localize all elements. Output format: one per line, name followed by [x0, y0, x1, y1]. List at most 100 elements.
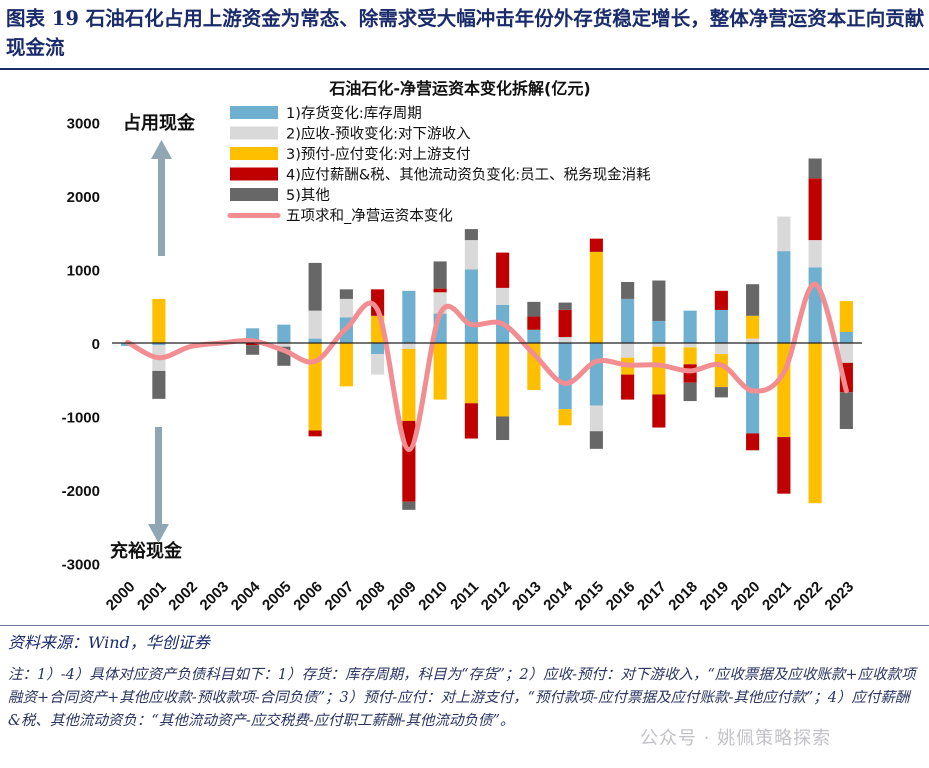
source-divider	[0, 625, 929, 626]
bar-segment-s5-2017	[652, 280, 666, 321]
bar-segment-s1-2021	[777, 251, 791, 343]
bar-segment-s2-2014	[558, 337, 572, 343]
watermark: 公众号 · 姚佩策略探索	[640, 728, 832, 749]
bar-segment-s5-2001	[152, 370, 166, 399]
bar-segment-s1-2019	[714, 309, 728, 343]
bar-segment-s2-2018	[683, 343, 697, 348]
stacked-bar-chart: -3000-2000-10000100020003000200020012002…	[62, 79, 862, 614]
bar-segment-s5-2022	[808, 158, 822, 179]
x-tick-label: 2016	[603, 578, 639, 614]
x-tick-label: 2000	[103, 578, 139, 614]
bar-segment-s3-2017	[652, 346, 666, 395]
bar-segment-s4-2004	[246, 343, 260, 346]
bar-segment-s2-2008	[371, 354, 385, 375]
bar-segment-s4-2014	[558, 309, 572, 338]
bar-segment-s4-2009	[402, 420, 416, 502]
title-divider	[0, 68, 929, 70]
bar-segment-s3-2006	[308, 343, 322, 431]
x-tick-label: 2013	[509, 578, 545, 614]
bar-segment-s5-2004	[246, 345, 260, 355]
bar-segment-s1-2014	[558, 343, 572, 410]
figure-title: 图表 19 石油石化占用上游资金为常态、除需求受大幅冲击年份外存货稳定增长，整体…	[6, 7, 925, 59]
bar-segment-s2-2023	[839, 343, 853, 363]
down-arrow-head	[148, 524, 169, 543]
bar-segment-s5-2013	[527, 301, 541, 317]
x-tick-label: 2009	[384, 578, 420, 614]
y-tick-label: 3000	[67, 116, 100, 133]
bar-segment-s4-2012	[496, 252, 510, 288]
bar-segment-s2-2020	[746, 338, 760, 343]
bar-segment-s2-2006	[308, 310, 322, 339]
bar-segment-s4-2010	[433, 288, 447, 293]
bar-segment-s2-2022	[808, 240, 822, 268]
annotation-top: 占用现金	[123, 112, 196, 134]
bar-segment-s4-2016	[621, 374, 635, 400]
x-tick-label: 2023	[822, 578, 858, 614]
x-tick-label: 2002	[165, 578, 201, 614]
bar-segment-s3-2020	[746, 315, 760, 339]
bar-segment-s1-2017	[652, 320, 666, 343]
x-tick-label: 2019	[697, 578, 733, 614]
down-arrow-shaft	[155, 427, 162, 525]
bar-segment-s2-2019	[714, 343, 728, 355]
bar-segment-s1-2015	[589, 343, 603, 406]
bar-segment-s3-2014	[558, 409, 572, 426]
bar-segment-s3-2023	[839, 301, 853, 332]
legend-label-s5: 5)其他	[286, 187, 330, 204]
x-tick-label: 2015	[572, 578, 608, 614]
legend-label-s2: 2)应收-预收变化:对下游收入	[286, 125, 471, 143]
bar-segment-s3-2022	[808, 343, 822, 504]
x-tick-label: 2001	[134, 578, 170, 614]
bar-segment-s4-2017	[652, 394, 666, 428]
y-tick-label: -3000	[62, 557, 100, 574]
bar-segment-s2-2005	[277, 343, 291, 347]
bar-segment-s5-2006	[308, 262, 322, 311]
x-tick-label: 2008	[353, 578, 389, 614]
bar-segment-s5-2007	[339, 289, 353, 299]
bar-segment-s4-2015	[589, 238, 603, 252]
bar-segment-s1-2023	[839, 331, 853, 343]
bar-segment-s5-2016	[621, 281, 635, 299]
legend-label-s1: 1)存货变化:库存周期	[286, 105, 422, 122]
bar-segment-s4-2022	[808, 178, 822, 241]
up-arrow-shaft	[158, 158, 165, 256]
legend-label-s3: 3)预付-应付变化:对上游支付	[286, 145, 471, 163]
bar-segment-s5-2023	[839, 392, 853, 429]
bar-segment-s3-2009	[402, 348, 416, 421]
sum-line	[125, 281, 849, 453]
bar-segment-s5-2015	[589, 431, 603, 449]
bar-segment-s2-2021	[777, 216, 791, 252]
bar-segment-s2-2017	[652, 343, 666, 347]
x-tick-label: 2007	[322, 578, 358, 614]
bar-segment-s5-2019	[714, 387, 728, 398]
bar-segment-s2-2016	[621, 343, 635, 358]
bar-segment-s2-2015	[589, 405, 603, 432]
x-tick-label: 2006	[290, 578, 326, 614]
x-tick-label: 2005	[259, 578, 295, 614]
legend-swatch-s4	[230, 167, 278, 181]
bar-segment-s5-2018	[683, 382, 697, 402]
bar-segment-s3-2007	[339, 343, 353, 387]
bar-segment-s1-2005	[277, 324, 291, 343]
bar-segment-s2-2011	[464, 240, 478, 270]
bar-segment-s5-2010	[433, 261, 447, 289]
x-tick-label: 2018	[665, 578, 701, 614]
bar-segment-s5-2014	[558, 302, 572, 310]
chart-title: 石油石化-净营运资本变化拆解(亿元)	[328, 79, 590, 98]
legend-swatch-s2	[230, 126, 278, 140]
bar-segment-s2-2007	[339, 298, 353, 318]
bar-segment-s4-2021	[777, 437, 791, 494]
bar-segment-s3-2018	[683, 347, 697, 365]
bar-segment-s5-2009	[402, 501, 416, 510]
x-tick-label: 2022	[790, 578, 826, 614]
bar-segment-s3-2011	[464, 343, 478, 404]
bar-segment-s1-2001	[152, 343, 166, 346]
x-tick-label: 2003	[197, 578, 233, 614]
bar-segment-s4-2006	[308, 430, 322, 437]
x-tick-label: 2020	[728, 578, 764, 614]
x-tick-label: 2021	[759, 578, 795, 614]
y-tick-label: 1000	[67, 263, 100, 280]
legend-swatch-s5	[230, 188, 278, 201]
y-tick-label: 0	[92, 336, 100, 353]
y-tick-label: 2000	[67, 189, 100, 206]
